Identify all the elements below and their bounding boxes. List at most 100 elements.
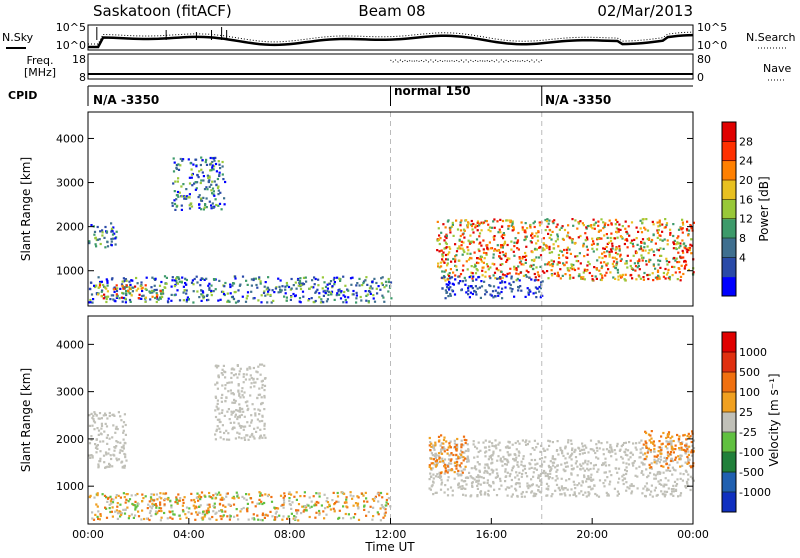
power-scatter-cell-1-240 — [263, 290, 266, 293]
power-scatter-cell-1-183 — [305, 280, 308, 283]
velocity-scatter-cell-3-247 — [621, 457, 624, 460]
velocity-scatter-cell-3-555 — [506, 451, 509, 454]
velocity-scatter-cell-3-613 — [521, 472, 524, 476]
velocity-scatter-cell-3-742 — [677, 495, 680, 498]
velocity-scatter-cell-0-120 — [95, 438, 98, 441]
power-scatter-cell-4-433 — [556, 235, 559, 238]
velocity-scatter-cell-3-266 — [564, 494, 567, 497]
velocity-scatter-cell-1-411 — [329, 508, 332, 511]
power-scatter-cell-1-78 — [234, 277, 237, 280]
velocity-scatter-cell-4-29 — [457, 457, 460, 460]
power-scatter-cell-4-311 — [619, 274, 622, 277]
power-scatter-cell-1-342 — [161, 290, 164, 293]
power-scatter-cell-4-869 — [605, 271, 608, 274]
power-scatter-cell-1-419 — [226, 292, 229, 295]
velocity-scatter-cell-5-86 — [650, 430, 653, 433]
velocity-scatter-cell-3-735 — [538, 457, 542, 461]
power-scatter-cell-4-310 — [664, 226, 667, 229]
power-scatter-cell-4-640 — [520, 221, 523, 224]
power-scatter-cell-4-465 — [651, 220, 654, 223]
power-scatter-cell-0-16 — [104, 246, 107, 249]
velocity-scatter-cell-3-879 — [607, 493, 610, 496]
power-scatter-cell-1-125 — [323, 289, 326, 292]
velocity-scatter-cell-0-101 — [93, 411, 96, 414]
velocity-scatter-cell-1-166 — [91, 511, 94, 514]
power-scatter-cell-4-646 — [570, 263, 573, 266]
power-scatter-cell-4-68 — [595, 248, 599, 251]
velocity-scatter-cell-0-50 — [122, 447, 125, 450]
velocity-scatter-cell-3-36 — [533, 439, 536, 442]
velocity-scatter-cell-4-81 — [456, 437, 459, 441]
power-scatter-cell-4-35 — [603, 247, 606, 250]
power-scatter-cell-4-29 — [454, 255, 457, 258]
power-scatter-cell-3-23 — [217, 193, 220, 196]
velocity-scatter-cell-1-519 — [328, 503, 331, 506]
power-scatter-cell-1-309 — [326, 283, 329, 286]
power-scatter-cell-0-42 — [105, 230, 109, 233]
velocity-scatter-cell-1-91 — [232, 503, 236, 506]
velocity-scatter-cell-3-789 — [675, 484, 678, 487]
power-scatter-cell-4-929 — [610, 223, 613, 226]
power-scatter-cell-5-48 — [464, 279, 467, 282]
power-scatter-cell-1-130 — [344, 295, 347, 298]
velocity-scatter-cell-4-18 — [449, 459, 452, 462]
velocity-scatter-cell-1-491 — [245, 498, 248, 501]
power-scatter-cell-4-818 — [637, 262, 640, 265]
power-scatter-cell-4-777 — [444, 253, 448, 257]
velocity-scatter-cell-3-273 — [546, 448, 549, 451]
power-scatter-cell-4-138 — [666, 263, 669, 266]
velocity-scatter-cell-2-28 — [224, 399, 227, 403]
velocity-scatter-cell-3-592 — [656, 473, 659, 476]
power-scatter-cell-1-311 — [155, 292, 158, 295]
power-scatter-cell-3-126 — [197, 176, 200, 179]
power-scatter-cell-4-227 — [579, 234, 582, 238]
velocity-scatter-cell-3-29 — [587, 494, 590, 497]
power-scatter-cell-3-135 — [194, 158, 197, 161]
power-scatter-cell-4-574 — [668, 278, 671, 281]
power-scatter-cell-3-18 — [172, 182, 175, 185]
velocity-scatter-cell-0-122 — [123, 466, 126, 469]
velocity-scatter-cell-0-72 — [106, 417, 109, 420]
power-scatter-cell-3-140 — [212, 193, 215, 196]
power-scatter-cell-1-392 — [181, 276, 184, 279]
power-scatter-cell-3-81 — [172, 157, 175, 160]
velocity-scatter-cell-5-106 — [670, 445, 673, 448]
velocity-scatter-cell-1-483 — [120, 513, 123, 516]
power-scatter-cell-4-175 — [477, 248, 480, 251]
velocity-scatter-cell-3-454 — [540, 457, 544, 460]
velocity-scatter-cell-1-419 — [276, 507, 280, 510]
velocity-scatter-cell-3-775 — [549, 472, 552, 475]
velocity-scatter-cell-3-332 — [491, 471, 494, 474]
velocity-scatter-cell-1-464 — [261, 513, 264, 517]
velocity-scatter-cell-3-655 — [438, 471, 441, 474]
power-scatter-cell-3-128 — [221, 165, 224, 168]
velocity-scatter-cell-2-45 — [242, 373, 245, 376]
power-scatter-cell-4-235 — [459, 221, 462, 224]
power-scatter-cell-4-827 — [665, 257, 668, 260]
power-scatter-cell-3-143 — [198, 194, 201, 197]
power-scatter-cell-4-723 — [609, 248, 613, 251]
velocity-scatter-cell-1-294 — [202, 517, 205, 520]
power-scatter-cell-4-824 — [548, 261, 551, 264]
velocity-scatter-cell-0-57 — [117, 411, 120, 414]
velocity-scatter-cell-3-874 — [583, 474, 586, 477]
power-scatter-cell-1-433 — [241, 275, 245, 278]
power-scatter-cell-3-98 — [192, 163, 195, 166]
velocity-scatter-cell-3-231 — [660, 490, 663, 493]
velocity-scatter-cell-1-447 — [258, 491, 261, 494]
velocity-scatter-cell-3-516 — [663, 495, 666, 498]
velocity-scatter-cell-3-392 — [624, 453, 627, 456]
power-scatter-cell-5-28 — [525, 275, 528, 278]
power-scatter-cell-1-348 — [131, 286, 134, 289]
velocity-scatter-cell-4-9 — [456, 463, 459, 466]
velocity-scatter-cell-1-398 — [194, 518, 197, 521]
power-scatter-cell-1-223 — [148, 290, 151, 293]
velocity-scatter-cell-1-341 — [206, 503, 209, 506]
velocity-scatter-cell-3-60 — [663, 490, 666, 493]
power-scatter-cell-4-151 — [601, 276, 604, 279]
velocity-scatter-cell-1-114 — [195, 506, 198, 509]
velocity-scatter-cell-1-280 — [263, 516, 266, 519]
velocity-scatter-cell-3-419 — [669, 469, 672, 472]
power-scatter-cell-4-910 — [485, 252, 488, 255]
power-scatter-cell-1-415 — [314, 291, 317, 294]
